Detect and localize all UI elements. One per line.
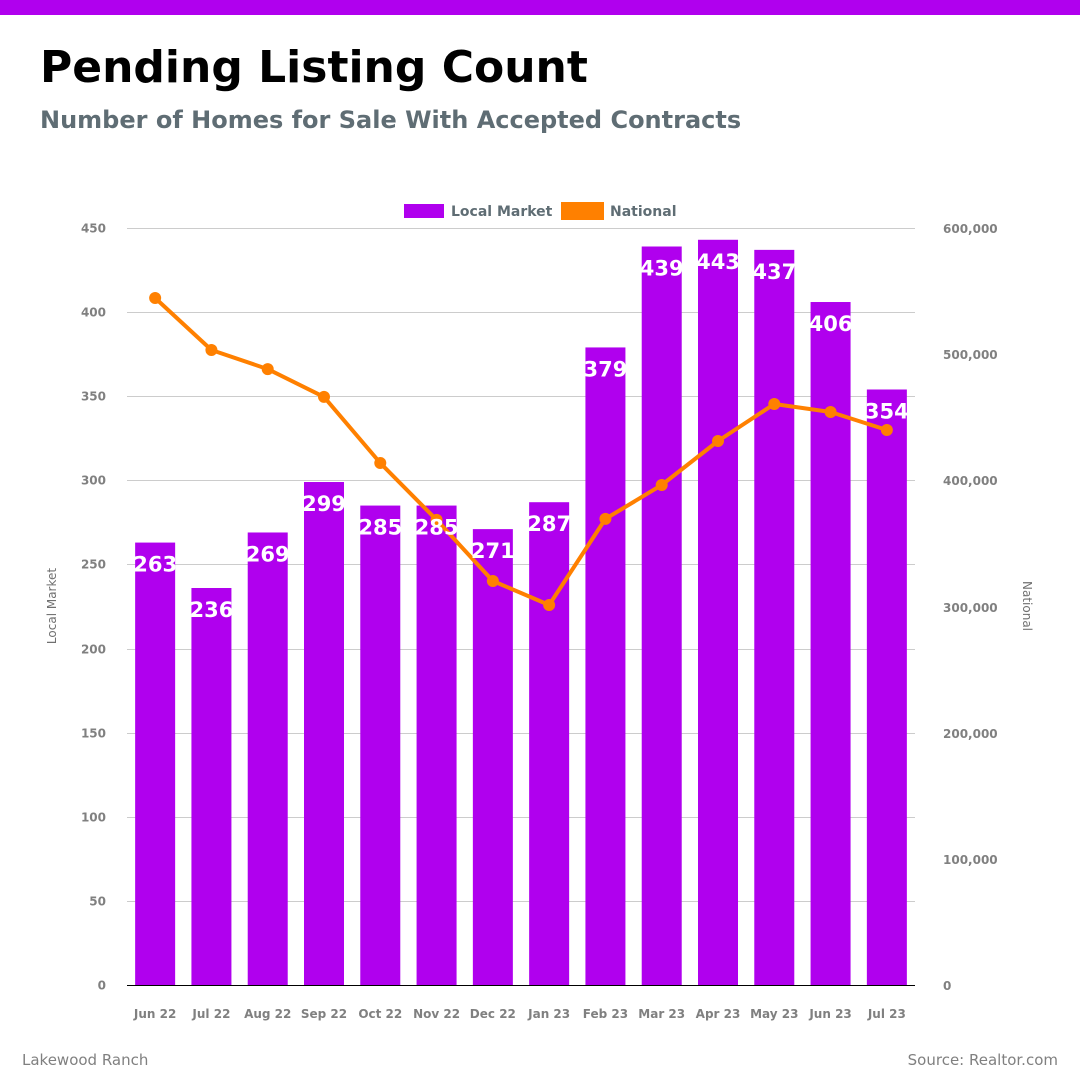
national-point-jan-23[interactable] [543,599,556,611]
right-tick-label: 300,000 [943,601,998,615]
national-point-jul-23[interactable] [880,424,893,436]
x-tick-label: Oct 22 [358,1007,402,1021]
page-subtitle: Number of Homes for Sale With Accepted C… [40,106,742,134]
left-tick-label: 100 [81,811,106,825]
national-point-nov-22[interactable] [430,513,443,526]
left-tick-label: 400 [81,306,106,320]
left-tick-label: 350 [81,390,106,404]
national-point-oct-22[interactable] [374,457,387,469]
left-tick-label: 0 [98,979,106,993]
left-tick-label: 250 [81,558,106,572]
national-point-dec-22[interactable] [486,575,499,587]
bar-value-label: 236 [190,598,234,622]
line-series-national [149,292,893,611]
x-tick-label: May 23 [750,1007,798,1021]
right-tick-label: 500,000 [943,348,998,362]
accent-top-bar [0,0,1080,15]
bar-value-label: 299 [302,492,346,516]
bar-dec-22[interactable] [472,529,513,985]
left-axis-ticks: 0 50 100 150 200 250 300 350 400 450 [81,222,106,993]
legend-label-national: National [610,204,677,220]
bar-value-label: 263 [133,553,177,577]
national-point-feb-23[interactable] [599,512,612,525]
national-point-apr-23[interactable] [712,435,724,447]
bar-value-label: 439 [640,257,684,281]
national-point-mar-23[interactable] [655,479,668,491]
footer-source: Source: Realtor.com [907,1051,1058,1069]
legend-item-local-market[interactable]: Local Market [404,204,553,220]
x-tick-label: Jun 22 [133,1007,176,1021]
x-tick-label: Dec 22 [470,1007,516,1021]
bar-jul-23[interactable] [866,389,907,985]
left-axis-title: Local Market [45,568,59,644]
bar-sep-22[interactable] [304,482,344,985]
bar-jun-22[interactable] [135,542,176,985]
x-tick-label: Jun 23 [808,1007,851,1021]
bar-aug-22[interactable] [247,532,288,985]
national-point-jun-23[interactable] [824,406,837,418]
national-point-aug-22[interactable] [261,363,274,376]
legend-swatch-local-market [404,204,444,218]
national-point-sep-22[interactable] [318,390,330,403]
national-line [153,296,888,607]
bar-may-23[interactable] [754,249,795,985]
bar-value-label: 285 [415,516,459,540]
right-tick-label: 100,000 [943,853,998,867]
bar-apr-23[interactable] [698,239,738,985]
left-tick-label: 50 [89,895,106,909]
bar-value-label: 406 [809,312,853,336]
left-tick-label: 150 [81,727,106,741]
legend-swatch-national [561,202,604,220]
bar-data-labels: 263 236 269 299 285 285 271 287 379 439 443 437 406 3… [133,250,909,622]
bar-value-label: 379 [584,357,628,381]
bar-oct-22[interactable] [360,505,401,985]
left-tick-label: 300 [81,474,106,488]
right-axis-title: National [1020,581,1034,631]
left-tick-label: 450 [81,222,106,236]
bar-jun-23[interactable] [810,302,851,985]
x-tick-label: Jan 23 [527,1007,570,1021]
national-point-may-23[interactable] [768,398,781,410]
bar-feb-23[interactable] [585,347,626,986]
x-tick-label: Aug 22 [244,1007,291,1021]
footer-location: Lakewood Ranch [22,1051,149,1069]
x-tick-label: Nov 22 [413,1007,460,1021]
x-tick-label: Sep 22 [301,1007,347,1021]
x-axis-ticks: Jun 22 Jul 22 Aug 22 Sep 22 Oct 22 Nov 22 Dec … [133,1007,906,1021]
x-tick-label: Feb 23 [583,1007,628,1021]
bar-value-label: 437 [752,260,796,284]
bar-mar-23[interactable] [641,246,682,985]
legend: Local Market National [404,202,677,220]
right-axis-ticks: 0 100,000 200,000 300,000 400,000 500,000 600,… [943,222,998,993]
x-tick-label: Apr 23 [696,1007,741,1021]
x-tick-label: Jul 23 [867,1007,906,1021]
bar-nov-22[interactable] [416,505,457,985]
right-tick-label: 200,000 [943,727,998,741]
x-tick-label: Jul 22 [191,1007,230,1021]
bar-value-label: 287 [527,512,571,536]
national-point-jul-22[interactable] [205,344,218,356]
bar-jul-22[interactable] [191,587,232,985]
right-tick-label: 0 [943,979,951,993]
legend-item-national[interactable]: National [561,202,677,220]
bar-value-label: 443 [696,250,740,274]
page-title: Pending Listing Count [40,42,588,93]
x-tick-label: Mar 23 [638,1007,685,1021]
bar-value-label: 269 [246,542,290,566]
bar-value-label: 285 [358,516,402,540]
left-tick-label: 200 [81,643,106,657]
national-point-jun-22[interactable] [149,292,162,304]
bar-value-label: 271 [471,539,515,563]
bar-series-local-market [135,239,907,986]
legend-label-local-market: Local Market [451,204,553,220]
bar-value-label: 354 [865,399,909,423]
right-tick-label: 600,000 [943,222,998,236]
bar-jan-23[interactable] [529,502,570,985]
right-tick-label: 400,000 [943,474,998,488]
